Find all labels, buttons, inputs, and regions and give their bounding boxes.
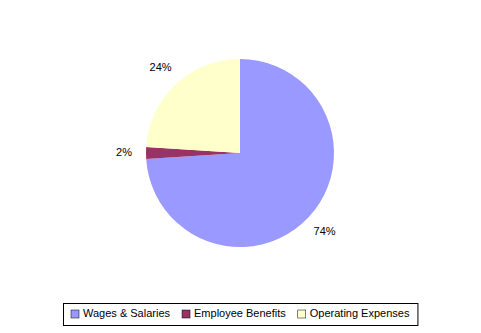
legend-entry: Employee Benefits (182, 307, 286, 319)
legend-swatch (182, 310, 190, 318)
pie-slice (146, 59, 334, 247)
legend: Wages & Salaries Employee Benefits Operati… (64, 304, 418, 326)
chart: 74% 2% 24% Wages & Salaries Employee Benefit… (0, 0, 481, 333)
legend-label: Operating Expenses (310, 307, 410, 319)
legend-frame (64, 304, 418, 326)
legend-label: Employee Benefits (194, 307, 286, 319)
data-label: 2% (116, 146, 132, 158)
legend-entry: Wages & Salaries (71, 307, 171, 319)
legend-label: Wages & Salaries (83, 307, 171, 319)
legend-swatch (71, 310, 79, 318)
pie: 74% 2% 24% (116, 59, 336, 247)
pie-slice (146, 59, 240, 153)
legend-entry: Operating Expenses (298, 307, 410, 319)
legend-swatch (298, 310, 306, 318)
data-label: 74% (314, 225, 336, 237)
data-label: 24% (150, 61, 172, 73)
